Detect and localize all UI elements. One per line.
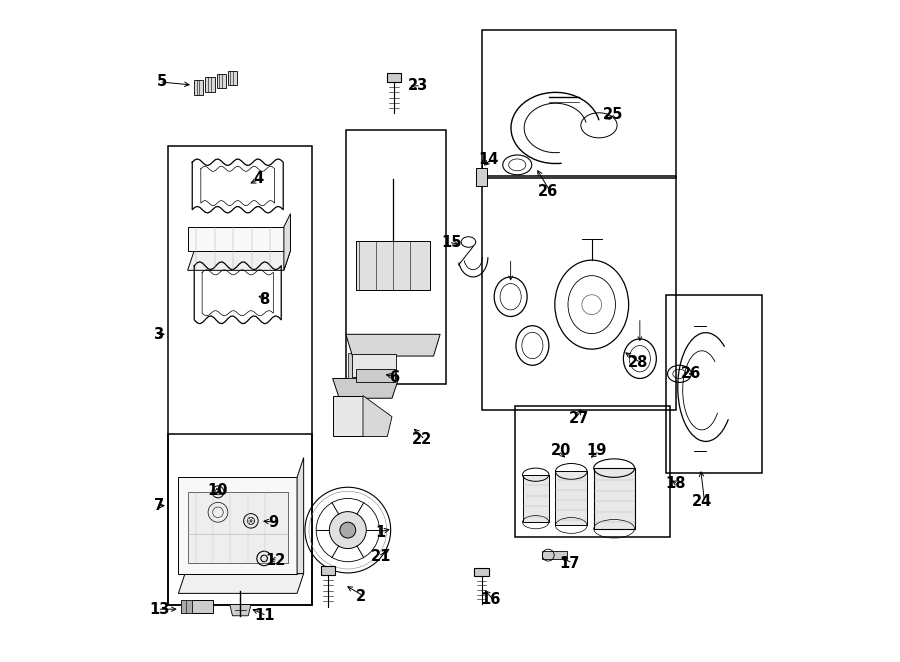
- Text: 27: 27: [569, 410, 589, 426]
- Text: 4: 4: [254, 171, 264, 185]
- Text: 19: 19: [586, 444, 607, 459]
- Text: 14: 14: [478, 152, 499, 167]
- Polygon shape: [353, 354, 396, 377]
- Text: 15: 15: [441, 234, 462, 250]
- Text: 8: 8: [259, 292, 269, 307]
- Text: 1: 1: [375, 524, 386, 540]
- Text: 20: 20: [551, 444, 571, 459]
- Text: 16: 16: [481, 592, 501, 608]
- Bar: [205, 77, 215, 92]
- Text: 25: 25: [603, 107, 624, 122]
- Bar: [666, 295, 761, 473]
- Bar: [346, 130, 446, 384]
- Text: 21: 21: [371, 549, 391, 564]
- Bar: [515, 406, 670, 537]
- Polygon shape: [346, 334, 440, 356]
- Bar: [523, 475, 549, 522]
- Bar: [482, 176, 676, 410]
- Text: 5: 5: [157, 74, 167, 89]
- Text: 23: 23: [409, 78, 428, 93]
- Bar: [543, 551, 567, 559]
- Text: 24: 24: [692, 494, 712, 508]
- Text: 3: 3: [154, 327, 164, 342]
- Text: 7: 7: [154, 498, 164, 513]
- Text: 2: 2: [356, 589, 366, 604]
- Bar: [320, 567, 336, 575]
- Text: 11: 11: [254, 608, 274, 624]
- Bar: [168, 434, 311, 604]
- Text: 17: 17: [560, 555, 580, 571]
- Text: 10: 10: [208, 483, 229, 498]
- Polygon shape: [284, 214, 291, 270]
- Bar: [387, 73, 401, 82]
- Bar: [181, 600, 192, 613]
- Bar: [356, 241, 430, 290]
- Polygon shape: [297, 457, 303, 573]
- Bar: [474, 567, 489, 576]
- Text: 9: 9: [268, 514, 278, 530]
- Bar: [594, 468, 634, 529]
- Bar: [361, 354, 372, 379]
- Bar: [555, 471, 587, 526]
- Bar: [356, 369, 394, 383]
- Bar: [374, 354, 384, 379]
- Bar: [217, 74, 226, 89]
- Text: 22: 22: [412, 432, 432, 448]
- Bar: [181, 600, 212, 613]
- Bar: [482, 30, 676, 178]
- Text: 6: 6: [389, 369, 399, 385]
- Polygon shape: [187, 251, 291, 270]
- Bar: [476, 167, 487, 186]
- Bar: [168, 146, 311, 604]
- Polygon shape: [178, 573, 303, 593]
- Text: 26: 26: [537, 184, 558, 199]
- Polygon shape: [178, 477, 297, 573]
- Polygon shape: [363, 396, 392, 436]
- Polygon shape: [187, 227, 284, 251]
- Bar: [187, 492, 288, 563]
- Bar: [228, 71, 237, 85]
- Circle shape: [340, 522, 356, 538]
- Text: 18: 18: [665, 477, 686, 491]
- Circle shape: [329, 512, 366, 549]
- Text: 28: 28: [627, 355, 648, 370]
- Text: 13: 13: [149, 602, 170, 617]
- Bar: [194, 81, 203, 95]
- Polygon shape: [333, 379, 399, 399]
- Text: 12: 12: [266, 553, 285, 568]
- Bar: [348, 354, 359, 379]
- Polygon shape: [230, 604, 251, 616]
- Polygon shape: [333, 396, 363, 436]
- Text: 26: 26: [680, 366, 701, 381]
